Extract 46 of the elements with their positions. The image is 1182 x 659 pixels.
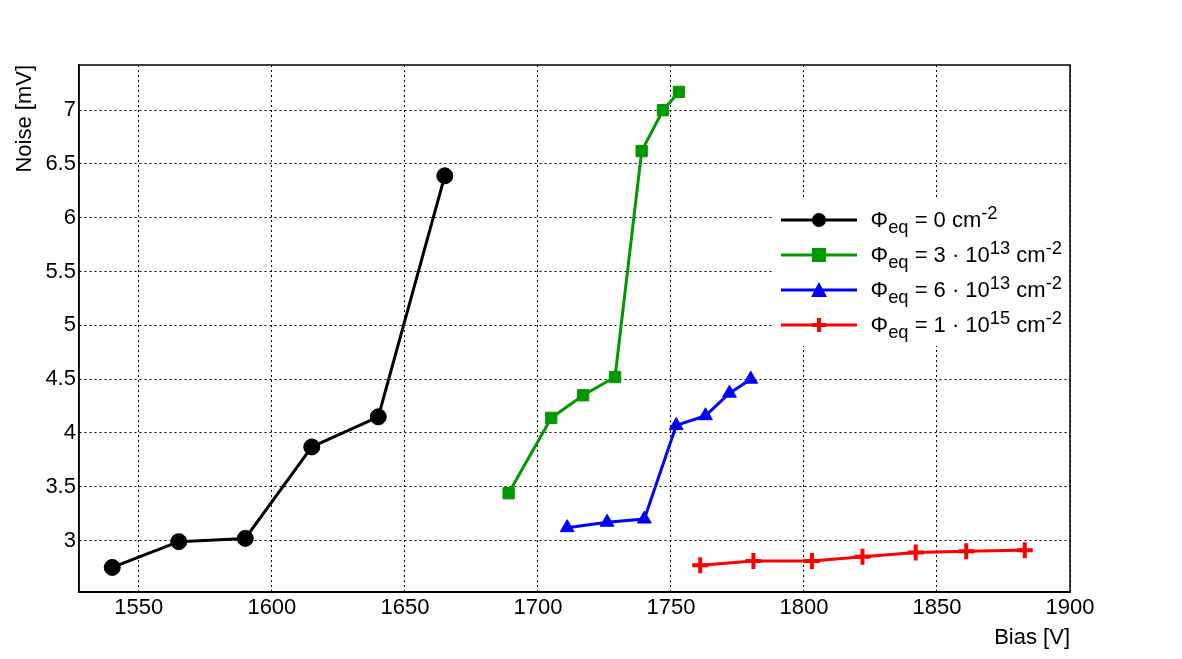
y-tick-label: 6	[63, 203, 76, 229]
legend-label: Φ$_{eq}$ = 3 · 10$^{13}$ cm$^{-2}$	[870, 236, 1062, 273]
point	[608, 370, 622, 384]
point	[369, 408, 387, 426]
point	[698, 407, 713, 421]
point	[905, 542, 926, 563]
point	[656, 104, 670, 117]
y-tick-label: 7	[63, 96, 76, 122]
x-tick-label: 1750	[646, 594, 696, 620]
x-axis-title: Bias [V]	[994, 623, 1070, 649]
point	[636, 510, 652, 524]
x-tick-label: 1700	[513, 594, 563, 620]
legend-label: Φ$_{eq}$ = 6 · 10$^{13}$ cm$^{-2}$	[870, 271, 1062, 308]
point	[956, 541, 977, 562]
legend-label: Φ$_{eq}$ = 1 · 10$^{15}$ cm$^{-2}$	[870, 306, 1062, 343]
x-tick-label: 1800	[779, 594, 829, 620]
point	[743, 551, 764, 571]
point	[170, 533, 188, 551]
point	[1014, 540, 1035, 561]
point	[576, 389, 590, 402]
y-tick-label: 5.5	[45, 257, 76, 283]
point	[502, 487, 515, 500]
point	[303, 438, 321, 456]
y-tick-label: 4.5	[45, 365, 76, 391]
point	[545, 411, 558, 425]
point	[103, 558, 121, 576]
point	[236, 529, 254, 547]
point	[559, 519, 575, 533]
y-tick-label: 6.5	[45, 150, 76, 176]
y-tick-label: 5	[63, 311, 76, 337]
x-tick-label: 1900	[1045, 594, 1095, 620]
y-tick-label: 4	[63, 419, 76, 445]
point	[852, 546, 873, 567]
point	[690, 555, 711, 576]
x-tick-label: 1600	[247, 594, 297, 620]
point	[672, 85, 686, 99]
point	[635, 144, 648, 158]
legend-label: Φ$_{eq}$ = 0 cm$^{-2}$	[870, 201, 998, 238]
y-axis-title: Noise [mV]	[11, 65, 37, 173]
y-tick-label: 3.5	[45, 472, 76, 498]
x-tick-label: 1850	[912, 594, 962, 620]
x-tick-label: 1550	[114, 594, 164, 620]
x-tick-label: 1650	[380, 594, 430, 620]
point	[801, 551, 822, 571]
y-tick-label: 3	[63, 526, 76, 552]
point	[436, 167, 454, 185]
